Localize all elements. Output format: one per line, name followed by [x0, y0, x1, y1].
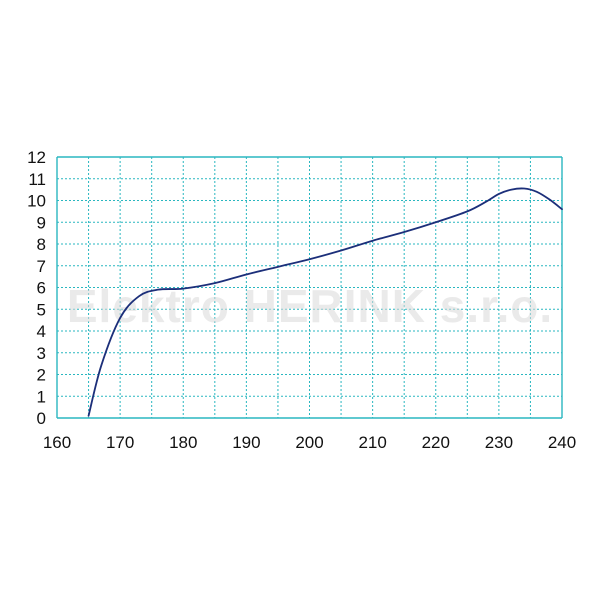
y-tick-label: 4: [37, 322, 46, 341]
y-tick-label: 11: [28, 170, 46, 189]
x-tick-label: 220: [422, 433, 450, 452]
y-tick-label: 10: [27, 192, 46, 211]
series-line: [87, 187, 563, 417]
x-tick-label: 200: [295, 433, 323, 452]
x-tick-label: 180: [169, 433, 197, 452]
y-tick-label: 12: [27, 148, 46, 167]
y-tick-label: 6: [37, 279, 46, 298]
y-tick-label: 0: [37, 409, 46, 428]
x-axis: 160 170 180 190 200 210 220 230 240: [43, 433, 576, 452]
y-tick-label: 8: [37, 235, 46, 254]
x-tick-label: 160: [43, 433, 71, 452]
plot-area: [87, 187, 563, 417]
y-tick-label: 5: [37, 300, 46, 319]
grid: [56, 156, 563, 419]
y-tick-label: 3: [37, 344, 46, 363]
y-tick-label: 1: [37, 387, 46, 406]
x-tick-label: 210: [358, 433, 386, 452]
x-tick-label: 240: [548, 433, 576, 452]
y-tick-label: 2: [37, 366, 46, 385]
watermark: Elektro HERINK s.r.o.: [67, 280, 553, 332]
y-tick-label: 9: [37, 213, 46, 232]
x-tick-label: 230: [485, 433, 513, 452]
x-tick-label: 170: [106, 433, 134, 452]
y-tick-label: 7: [37, 257, 46, 276]
x-tick-label: 190: [232, 433, 260, 452]
